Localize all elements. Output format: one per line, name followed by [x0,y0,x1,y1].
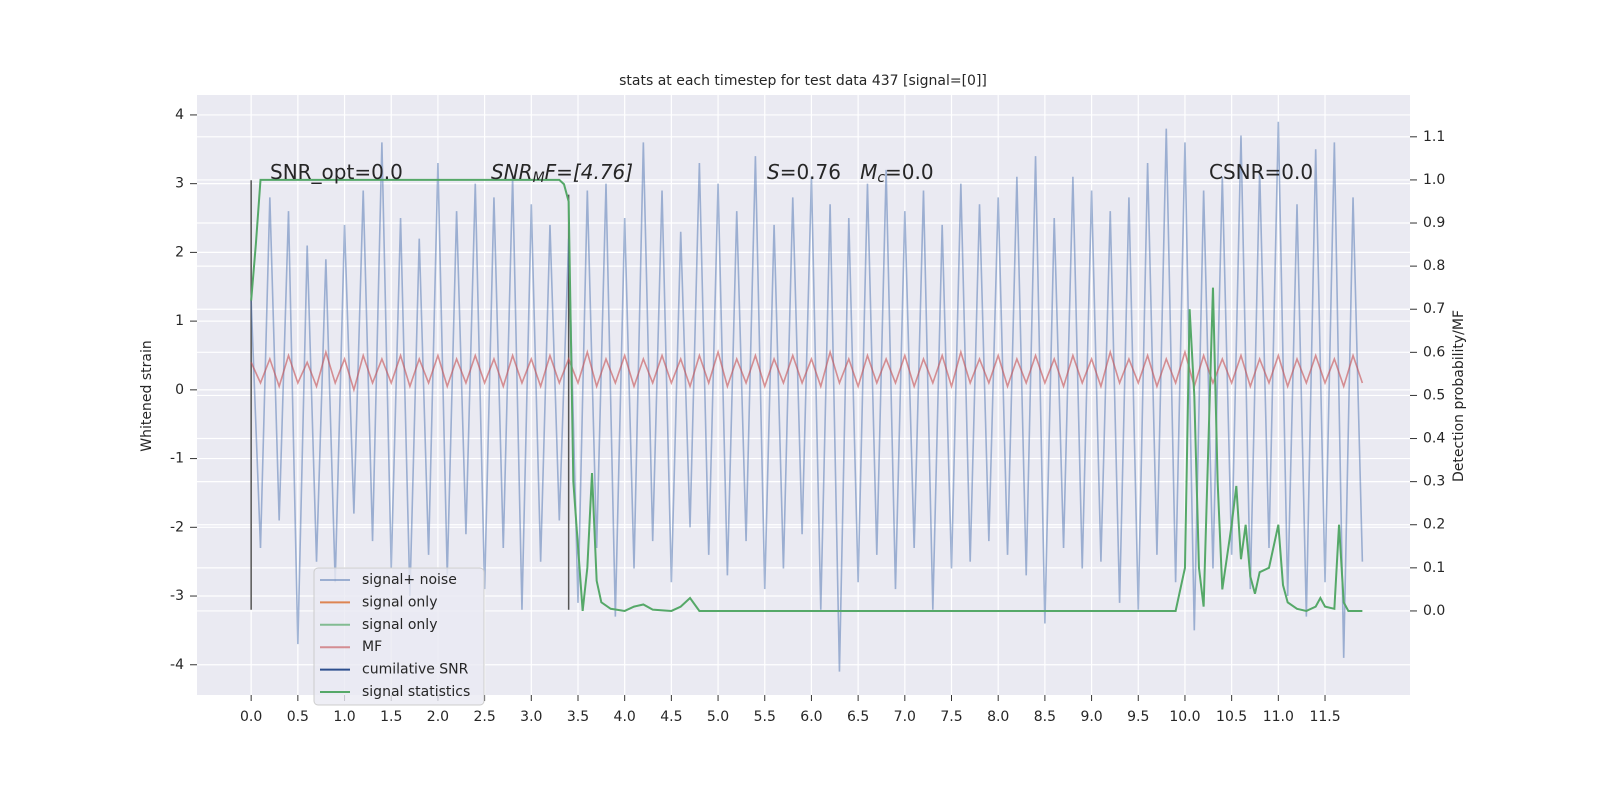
x-tick-label: 7.5 [940,709,962,725]
legend-label: MF [362,639,382,655]
annotation-part: =0.0 [885,160,934,184]
x-tick-label: 9.5 [1127,709,1149,725]
x-tick-label: 11.5 [1309,709,1340,725]
y-tick-label: -3 [170,588,184,604]
y-tick-label: 0 [175,382,184,398]
x-tick-label: 2.5 [473,709,495,725]
legend-label: signal statistics [362,684,470,700]
y2-tick-label: 0.0 [1423,603,1445,619]
y-tick-label: 2 [175,244,184,260]
series-line [250,178,1363,612]
y2-axis-label: Detection probability/MF [1451,310,1467,482]
legend-label: signal only [362,617,437,633]
y2-tick-label: 0.9 [1423,215,1445,231]
y-tick-label: 1 [175,313,184,329]
x-tick-label: 11.0 [1263,709,1294,725]
x-tick-label: 4.0 [614,709,636,725]
y-axis-label: Whitened strain [139,340,155,451]
series-line [250,121,1364,672]
x-tick-label: 5.0 [707,709,729,725]
marks [250,121,1364,672]
annotation-part: SNR [491,160,533,184]
annotation: SNRMF=[4.76] [491,160,633,187]
x-tick-label: 6.5 [847,709,869,725]
series-line [250,349,1364,393]
y2-tick-label: 0.1 [1423,560,1445,576]
y-tick-label: -4 [170,657,184,673]
annotation-part: S [767,160,780,184]
x-tick-label: 1.5 [380,709,402,725]
legend-label: cumilative SNR [362,662,469,678]
legend: signal+ noise signal only signal only MF cum… [313,567,485,706]
x-tick-label: 5.5 [754,709,776,725]
legend-label: signal only [362,594,437,610]
annotation-part: M [533,170,545,186]
x-tick-label: 10.0 [1169,709,1200,725]
x-tick-label: 3.5 [567,709,589,725]
x-tick-label: 8.0 [987,709,1009,725]
y2-tick-label: 0.7 [1423,301,1445,317]
annotation-part: c [877,170,885,186]
y2-tick-label: 0.2 [1423,517,1445,533]
annotation: S=0.76 Mc=0.0 [767,160,934,187]
y2-tick-label: 0.4 [1423,431,1445,447]
y2-tick-label: 0.6 [1423,344,1445,360]
legend-box [313,567,485,706]
x-tick-label: 0.5 [287,709,309,725]
x-tick-label: 3.0 [520,709,542,725]
y-tick-label: 3 [175,176,184,192]
annotation-part: CSNR=0.0 [1209,160,1313,184]
y2-tick-label: 1.0 [1423,172,1445,188]
annotation-part: SNR_opt=0.0 [270,160,403,184]
x-tick-label: 1.0 [333,709,355,725]
annotation-part: =0.76 [780,160,860,184]
y2-tick-label: 0.5 [1423,387,1445,403]
x-tick-label: 0.0 [240,709,262,725]
x-tick-label: 8.5 [1034,709,1056,725]
y2-tick-label: 0.3 [1423,474,1445,490]
annotation: SNR_opt=0.0 [270,160,403,184]
y-tick-label: 4 [175,107,184,123]
x-tick-label: 9.0 [1080,709,1102,725]
y-tick-label: -2 [170,519,184,535]
annotation-part: M [860,160,877,184]
y-tick-label: -1 [170,451,184,467]
x-tick-label: 4.5 [660,709,682,725]
annotation: CSNR=0.0 [1209,160,1313,184]
y2-tick-label: 0.8 [1423,258,1445,274]
x-tick-label: 10.5 [1216,709,1247,725]
x-tick-label: 2.0 [427,709,449,725]
y2-tick-label: 1.1 [1423,129,1445,145]
annotation-part: F=[4.76] [545,160,633,184]
legend-label: signal+ noise [362,572,457,588]
x-tick-label: 7.0 [894,709,916,725]
chart-title: stats at each timestep for test data 437… [619,73,987,89]
x-tick-label: 6.0 [800,709,822,725]
